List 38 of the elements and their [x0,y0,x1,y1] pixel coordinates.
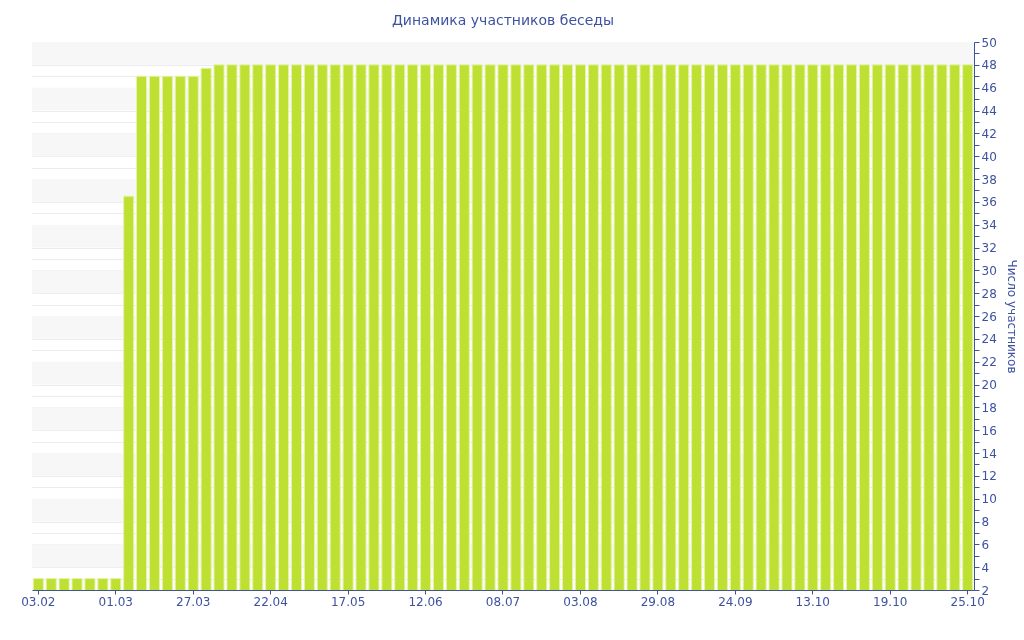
y2-tick-label: 34 [981,218,997,233]
y2-tick-label: 20 [981,378,997,392]
y2-axis-title: Число участников [1004,259,1019,374]
x-tick-label: 17.05 [330,594,366,609]
y2-tick-label: 18 [981,400,997,415]
x-tick-label: 03.02 [21,594,56,609]
y2-tick-label: 14 [981,446,997,461]
y2-tick-label: 44 [981,104,997,118]
x-tick-label: 12.06 [408,594,443,609]
y2-tick-label: 40 [981,149,997,164]
y2-tick-label: 4 [981,560,990,575]
chart-title: Динамика участников беседы [391,12,615,28]
y2-tick-label: 8 [981,515,990,529]
x-tick-label: 29.08 [640,594,676,609]
x-tick-label: 19.10 [873,594,908,609]
x-tick-label: 27.03 [176,594,211,609]
y2-tick-label: 38 [981,172,997,187]
x-tick-label: 24.09 [718,594,753,609]
y2-tick-label: 28 [981,286,997,301]
y2-tick-label: 32 [981,241,997,255]
y2-tick-label: 6 [981,537,990,552]
x-tick-label: 13.10 [795,594,830,609]
y2-tick-label: 30 [981,263,997,278]
y2-tick-label: 48 [981,58,997,73]
y2-tick-label: 10 [981,492,997,507]
y2-tick-label: 12 [981,469,997,484]
y2-tick-label: 22 [981,355,997,370]
y2-tick-label: 50 [981,35,997,50]
x-tick-label: 03.08 [563,594,598,609]
y2-tick-label: 26 [981,309,997,324]
y2-tick-label: 16 [981,423,997,438]
x-tick-label: 01.03 [98,594,133,609]
y2-tick-label: 24 [981,332,997,347]
x-tick-label: 22.04 [253,594,288,609]
x-tick-label: 08.07 [485,594,521,609]
y2-tick-label: 36 [981,195,997,210]
y2-tick-label: 46 [981,81,997,96]
y2-tick-label: 42 [981,126,997,141]
